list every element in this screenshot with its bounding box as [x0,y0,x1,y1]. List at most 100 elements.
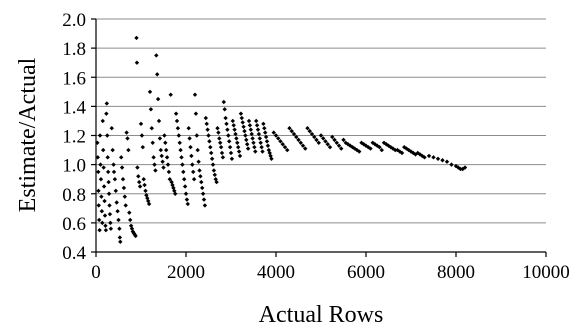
data-point [241,120,245,124]
data-point [196,160,200,164]
data-point [250,136,254,140]
data-point [266,143,270,147]
data-point [97,203,101,207]
data-point [255,123,259,127]
data-point [249,127,253,131]
data-point [427,154,431,158]
data-point [152,162,156,166]
data-point [224,122,228,126]
data-point [108,221,112,225]
data-point [254,119,258,123]
data-point [201,192,205,196]
y-tick-label: 0.8 [62,185,86,206]
data-point [239,111,243,115]
y-tick-label: 0.6 [62,214,86,235]
data-point [150,126,154,130]
data-point [151,141,155,145]
data-point [208,145,212,149]
data-point [179,155,183,159]
data-point [97,228,101,232]
data-point [124,203,128,207]
data-point [188,145,192,149]
data-point [104,111,108,115]
data-point [99,194,103,198]
y-tick-label: 0.4 [62,243,86,264]
data-point [222,100,226,104]
data-point [105,133,109,137]
data-point [109,227,113,231]
data-point [237,149,241,153]
data-point [204,116,208,120]
data-point [263,130,267,134]
x-tick-label: 4000 [257,262,295,283]
data-point [158,136,162,140]
data-point [197,168,201,172]
data-point [232,127,236,131]
data-point [101,119,105,123]
data-point [230,157,234,161]
data-point [103,224,107,228]
data-point [98,162,102,166]
data-point [223,107,227,111]
tick-labels: 0.4 0.6 0.8 1.0 1.2 1.4 1.6 1.8 2.0 0 2000 4000 6000… [62,10,570,283]
data-point [115,200,119,204]
data-point [186,202,190,206]
data-point [106,180,110,184]
data-point [252,145,256,149]
y-axis-title: Estimate/Actual [15,57,41,212]
data-point [97,218,101,222]
data-point [431,155,435,159]
y-tick-label: 1.8 [62,39,86,60]
data-point [140,133,144,137]
data-point [181,170,185,174]
data-point [139,122,143,126]
data-point [101,165,105,169]
data-point [99,177,103,181]
data-point [219,145,223,149]
data-point [241,125,245,129]
data-point [101,148,105,152]
data-point [102,199,106,203]
data-point [256,127,260,131]
y-tick-label: 1.2 [62,127,86,148]
y-tick-label: 1.6 [62,68,86,89]
data-point [259,141,263,145]
data-point [116,218,120,222]
data-point [154,53,158,57]
data-point [166,162,170,166]
data-point [124,130,128,134]
data-point [115,209,119,213]
data-point [118,240,122,244]
data-point [225,127,229,131]
data-point [227,139,231,143]
data-point [247,119,251,123]
data-point [209,151,213,155]
data-point [111,162,115,166]
data-point [182,177,186,181]
y-tick-label: 1.4 [62,97,86,118]
data-point [137,180,141,184]
data-point [261,122,265,126]
data-point [176,126,180,130]
data-point [242,129,246,133]
data-point [178,141,182,145]
data-point [117,227,121,231]
data-point [196,148,200,152]
data-point [126,148,130,152]
data-point [228,145,232,149]
data-point [135,60,139,64]
data-point [206,133,210,137]
data-point [149,107,153,111]
data-point [138,184,142,188]
data-point [185,197,189,201]
data-point [165,155,169,159]
data-point [262,126,266,130]
data-point [187,136,191,140]
data-point [128,218,132,222]
data-point [258,136,262,140]
data-point [184,192,188,196]
data-point [110,126,114,130]
data-point [234,136,238,140]
data-point [223,116,227,120]
data-point [212,168,216,172]
